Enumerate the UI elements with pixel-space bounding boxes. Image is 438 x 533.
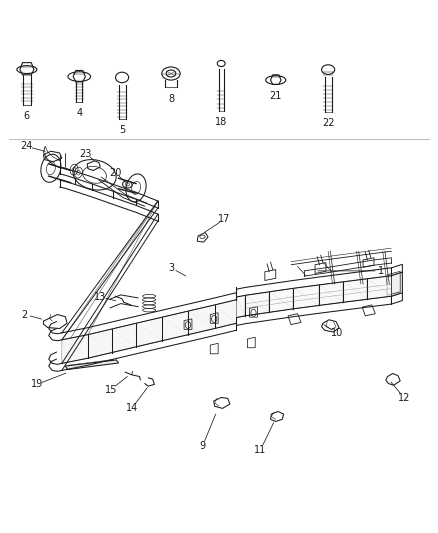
Text: 18: 18 xyxy=(215,117,227,127)
Text: 4: 4 xyxy=(76,108,82,118)
Text: 12: 12 xyxy=(399,393,411,403)
Text: 11: 11 xyxy=(254,445,267,455)
Text: 24: 24 xyxy=(21,141,33,151)
Text: 22: 22 xyxy=(322,118,334,128)
Text: 20: 20 xyxy=(109,168,121,177)
Text: 10: 10 xyxy=(331,328,343,338)
Text: 17: 17 xyxy=(218,214,230,224)
Text: 8: 8 xyxy=(168,94,174,104)
Text: 5: 5 xyxy=(119,125,125,135)
Polygon shape xyxy=(65,360,119,369)
Text: 9: 9 xyxy=(199,441,205,451)
Polygon shape xyxy=(237,276,392,318)
Text: 13: 13 xyxy=(94,292,106,302)
Text: 21: 21 xyxy=(269,92,282,101)
Polygon shape xyxy=(62,300,237,364)
Text: 23: 23 xyxy=(80,149,92,159)
Text: 3: 3 xyxy=(168,263,174,273)
Text: 1: 1 xyxy=(378,266,384,276)
Text: 2: 2 xyxy=(21,310,28,319)
Text: 14: 14 xyxy=(126,403,138,414)
Text: 6: 6 xyxy=(24,111,30,120)
Text: 15: 15 xyxy=(105,385,117,394)
Polygon shape xyxy=(392,272,403,296)
Text: 19: 19 xyxy=(31,379,43,390)
